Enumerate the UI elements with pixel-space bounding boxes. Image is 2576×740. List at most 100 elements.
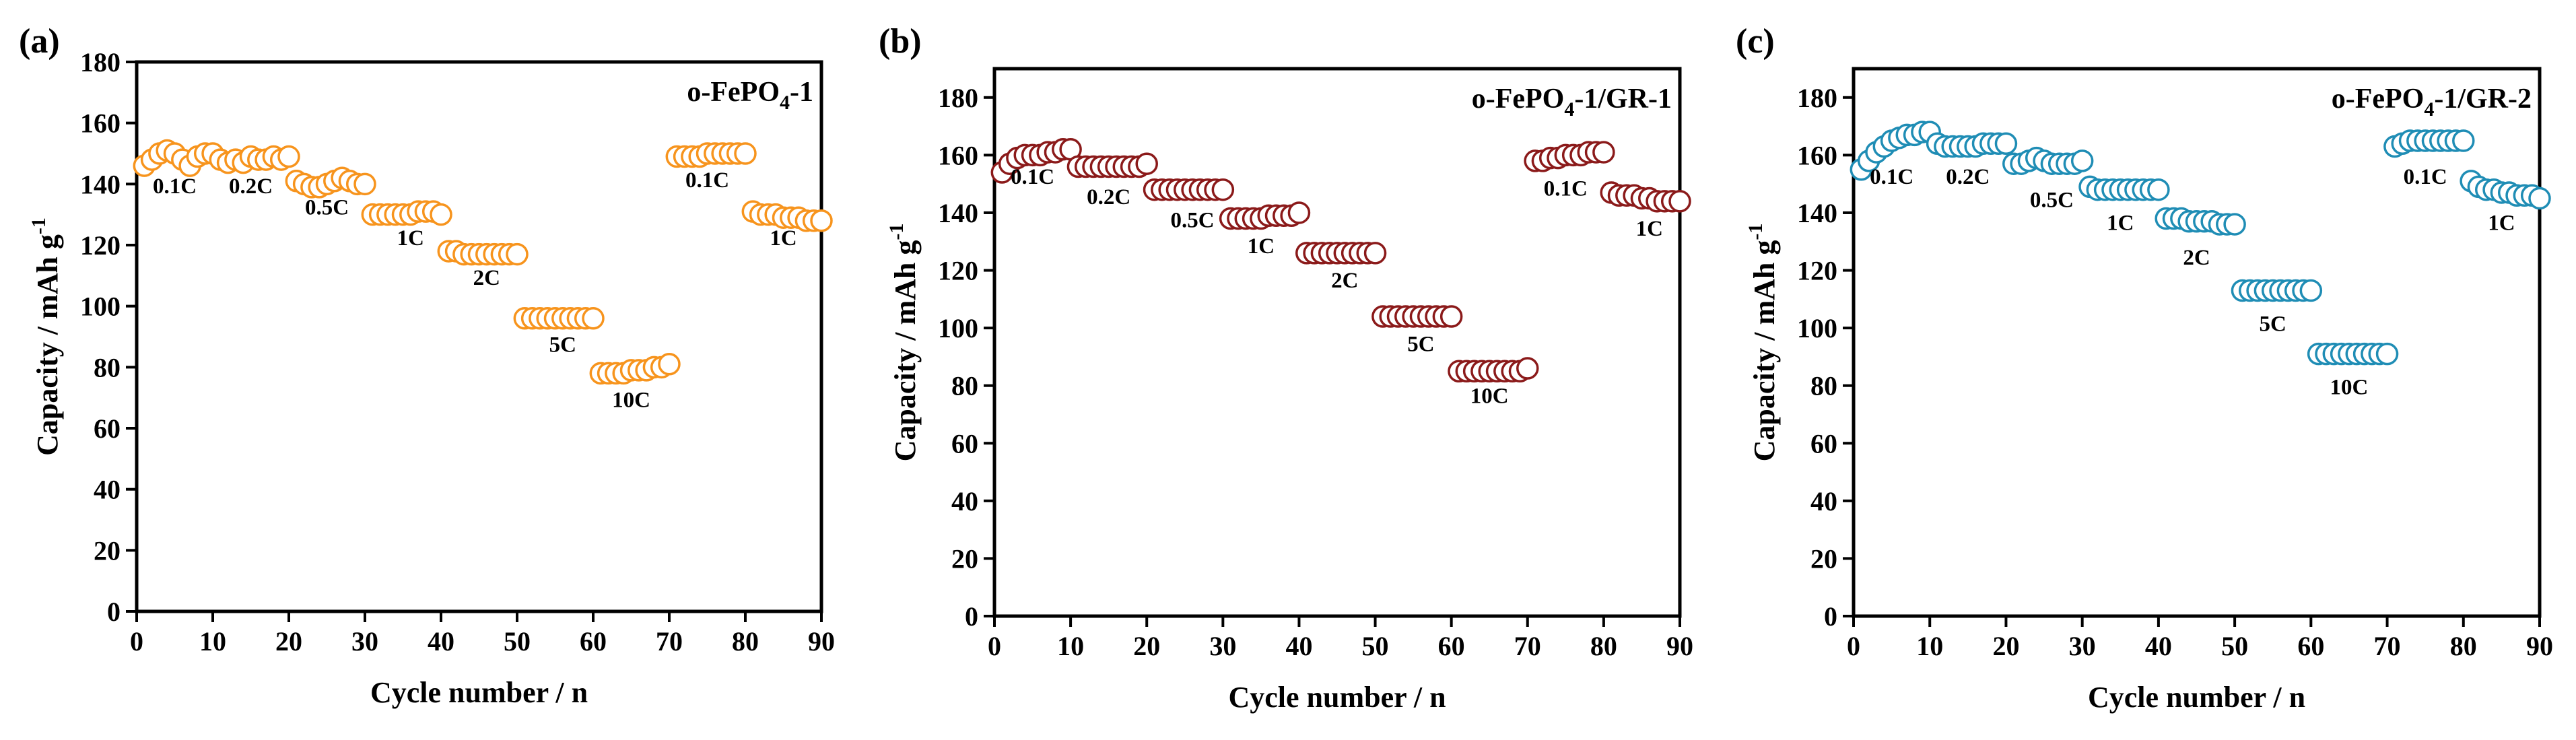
data-point bbox=[1363, 242, 1387, 265]
data-point bbox=[430, 203, 452, 226]
x-tick-label: 10 bbox=[199, 626, 226, 657]
data-point bbox=[1439, 305, 1463, 328]
x-axis-title: Cycle number / n bbox=[1228, 681, 1446, 714]
y-tick-label: 120 bbox=[1797, 256, 1837, 286]
y-axis-title: Capacity / mAh g-1 bbox=[28, 217, 64, 456]
y-tick-label: 80 bbox=[94, 352, 121, 382]
y-tick-label: 160 bbox=[1797, 140, 1837, 170]
y-tick-label: 0 bbox=[1824, 601, 1837, 632]
chart-panel-c: (c) 0 20 40 60 80 100 120 140 160 180 0 10 20 30 40 50 60… bbox=[1736, 22, 2553, 714]
y-tick-label: 80 bbox=[1810, 371, 1837, 401]
y-axis-title-superscript: -1 bbox=[885, 224, 908, 240]
rate-label: 1C bbox=[2488, 211, 2515, 236]
rate-label: 0.1C bbox=[1011, 165, 1054, 189]
y-tick-label: 180 bbox=[80, 47, 121, 77]
data-point bbox=[277, 145, 300, 168]
x-tick-label: 80 bbox=[1590, 631, 1617, 661]
y-tick-label: 20 bbox=[94, 535, 121, 566]
data-series bbox=[1850, 121, 2551, 366]
rate-label: 0.5C bbox=[2030, 188, 2074, 212]
x-tick-label: 90 bbox=[808, 626, 835, 657]
x-tick-label: 60 bbox=[1438, 631, 1465, 661]
rate-label: 0.1C bbox=[153, 174, 197, 199]
data-series bbox=[133, 139, 833, 385]
rate-label: 10C bbox=[612, 388, 650, 412]
chart-title-main: o-FePO bbox=[1472, 83, 1565, 114]
x-tick-label: 30 bbox=[1209, 631, 1236, 661]
y-tick-label: 40 bbox=[94, 475, 121, 505]
y-tick-label: 140 bbox=[1797, 198, 1837, 228]
x-tick-label: 50 bbox=[2221, 631, 2248, 661]
y-tick-label: 100 bbox=[80, 292, 121, 322]
x-tick-label: 60 bbox=[2297, 631, 2324, 661]
rate-label: 2C bbox=[473, 266, 500, 290]
x-axis-title: Cycle number / n bbox=[370, 676, 588, 709]
x-tick-label: 30 bbox=[351, 626, 378, 657]
x-tick-label: 60 bbox=[580, 626, 607, 657]
x-tick-label: 90 bbox=[1666, 631, 1693, 661]
rate-label: 5C bbox=[549, 333, 576, 358]
x-tick-label: 70 bbox=[2374, 631, 2401, 661]
data-point bbox=[2299, 279, 2323, 302]
data-point bbox=[1668, 190, 1691, 213]
x-tick-label: 10 bbox=[1057, 631, 1084, 661]
data-point bbox=[1211, 178, 1235, 201]
rate-label: 5C bbox=[1407, 332, 1434, 356]
rate-label: 0.2C bbox=[1087, 185, 1130, 209]
rate-label: 0.1C bbox=[2404, 165, 2447, 189]
plot-frame bbox=[992, 67, 1682, 618]
y-tick-label: 100 bbox=[938, 313, 978, 343]
y-tick-label: 20 bbox=[951, 543, 978, 574]
data-point bbox=[506, 242, 529, 266]
x-tick-label: 80 bbox=[732, 626, 759, 657]
y-tick-label: 160 bbox=[80, 108, 121, 139]
data-point bbox=[1135, 152, 1158, 175]
y-tick-label: 60 bbox=[1810, 428, 1837, 459]
y-axis-title-text: Capacity / mAh g bbox=[31, 234, 64, 456]
y-tick-label: 140 bbox=[80, 169, 121, 199]
panel-letter: (b) bbox=[879, 22, 922, 61]
chart-title: o-FePO4-1/GR-1 bbox=[1472, 83, 1672, 121]
data-point bbox=[582, 307, 605, 330]
y-tick-label: 140 bbox=[938, 198, 978, 228]
x-tick-label: 80 bbox=[2450, 631, 2477, 661]
data-point bbox=[734, 142, 757, 165]
plot-frame bbox=[135, 60, 823, 613]
rate-label: 0.1C bbox=[1870, 165, 1913, 189]
data-point bbox=[2070, 149, 2094, 172]
x-tick-label: 20 bbox=[1133, 631, 1160, 661]
x-axis-title: Cycle number / n bbox=[2088, 681, 2305, 714]
x-tick-label: 70 bbox=[1514, 631, 1541, 661]
chart-title-suffix: -1/GR-2 bbox=[2434, 83, 2532, 114]
rate-label: 1C bbox=[397, 226, 424, 250]
data-point bbox=[810, 209, 833, 232]
x-tick-label: 10 bbox=[1916, 631, 1943, 661]
y-tick-label: 160 bbox=[938, 140, 978, 170]
rate-label: 5C bbox=[2260, 312, 2286, 336]
rate-label: 0.2C bbox=[229, 174, 273, 199]
chart-title: o-FePO4-1 bbox=[687, 77, 813, 114]
data-point bbox=[2147, 178, 2170, 201]
y-tick-label: 40 bbox=[1810, 486, 1837, 516]
y-axis-title-superscript: -1 bbox=[1744, 224, 1767, 240]
y-tick-label: 80 bbox=[951, 371, 978, 401]
rate-label: 1C bbox=[770, 226, 796, 250]
chart-panel-a: (a) 0 20 40 60 80 100 120 140 160 180 0 10 20 30 40 50 60… bbox=[19, 22, 835, 709]
chart-title-main: o-FePO bbox=[687, 77, 780, 108]
data-point bbox=[1516, 357, 1539, 380]
panel-letter: (c) bbox=[1736, 22, 1775, 61]
y-tick-label: 120 bbox=[938, 256, 978, 286]
y-tick-label: 180 bbox=[938, 83, 978, 113]
rate-label: 2C bbox=[1331, 269, 1358, 293]
y-tick-label: 0 bbox=[107, 597, 121, 627]
y-tick-label: 100 bbox=[1797, 313, 1837, 343]
y-tick-label: 180 bbox=[1797, 83, 1837, 113]
chart-title-subscript: 4 bbox=[2424, 98, 2434, 121]
chart-title-subscript: 4 bbox=[780, 92, 790, 114]
y-tick-label: 60 bbox=[94, 413, 121, 444]
rate-label: 0.5C bbox=[1171, 208, 1215, 232]
data-series bbox=[990, 138, 1691, 383]
x-tick-label: 20 bbox=[275, 626, 302, 657]
x-tick-label: 50 bbox=[1362, 631, 1389, 661]
